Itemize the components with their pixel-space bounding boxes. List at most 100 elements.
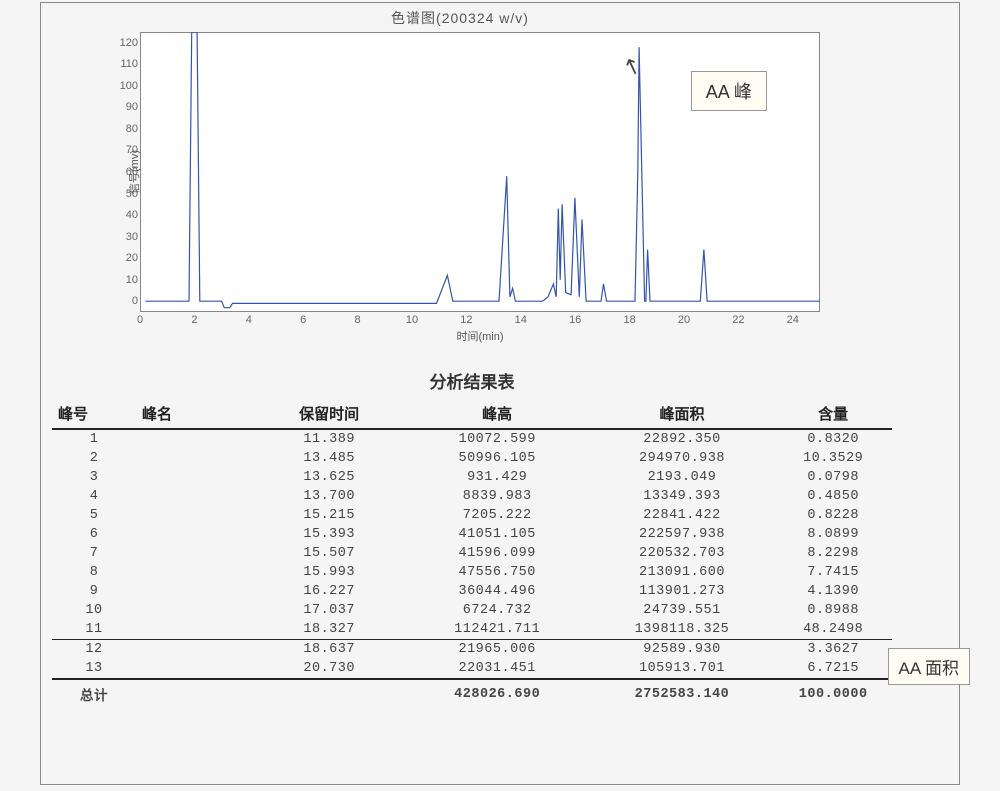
y-tick: 10 [126,274,138,286]
table-cell: 7 [52,544,136,563]
table-cell: 22892.350 [590,429,775,449]
table-cell: 11 [52,620,136,640]
table-cell: 0.0798 [774,468,892,487]
table-cell: 7.7415 [774,563,892,582]
table-cell: 6724.732 [405,601,590,620]
table-cell: 294970.938 [590,449,775,468]
table-cell: 2193.049 [590,468,775,487]
table-cell: 428026.690 [405,679,590,706]
table-row: 111.38910072.59922892.3500.8320 [52,429,892,449]
y-tick: 0 [132,295,138,307]
area-label-aa: AA 面积 [888,648,970,685]
x-tick: 18 [623,314,635,326]
table-cell [136,679,254,706]
table-cell [136,620,254,640]
table-cell: 220532.703 [590,544,775,563]
table-cell [136,582,254,601]
y-tick: 110 [120,58,138,70]
x-tick: 6 [300,314,306,326]
table-cell: 0.8988 [774,601,892,620]
chromatogram-panel: 色谱图(200324 w/v) 010203040506070809010011… [100,8,820,323]
table-cell [136,449,254,468]
table-cell: 20.730 [254,659,405,679]
table-cell [136,487,254,506]
table-cell: 7205.222 [405,506,590,525]
table-cell: 15.393 [254,525,405,544]
table-cell: 22841.422 [590,506,775,525]
table-cell: 10 [52,601,136,620]
y-tick: 90 [126,101,138,113]
table-cell: 36044.496 [405,582,590,601]
table-header-cell: 峰号 [52,399,136,429]
table-cell: 50996.105 [405,449,590,468]
table-cell: 10.3529 [774,449,892,468]
table-cell [136,525,254,544]
table-cell: 48.2498 [774,620,892,640]
table-cell: 112421.711 [405,620,590,640]
table-row: 1017.0376724.73224739.5510.8988 [52,601,892,620]
table-cell: 2752583.140 [590,679,775,706]
table-cell: 22031.451 [405,659,590,679]
table-cell: 222597.938 [590,525,775,544]
x-tick: 0 [137,314,143,326]
table-cell: 12 [52,640,136,660]
table-cell: 6.7215 [774,659,892,679]
table-cell: 16.227 [254,582,405,601]
table-header-cell: 含量 [774,399,892,429]
y-tick: 120 [120,37,138,49]
table-cell: 13.625 [254,468,405,487]
table-cell [136,429,254,449]
table-cell: 3 [52,468,136,487]
y-tick: 40 [126,209,138,221]
table-cell: 18.637 [254,640,405,660]
chart-plot-area: 0102030405060708090100110120 信号(mv) 0246… [140,32,820,312]
table-cell: 5 [52,506,136,525]
x-tick: 14 [515,314,527,326]
table-cell: 3.3627 [774,640,892,660]
table-cell: 113901.273 [590,582,775,601]
x-tick: 20 [678,314,690,326]
table-cell: 0.4850 [774,487,892,506]
y-tick: 30 [126,231,138,243]
table-row: 1118.327112421.7111398118.32548.2498 [52,620,892,640]
table-cell: 47556.750 [405,563,590,582]
table-cell [254,679,405,706]
table-row: 213.48550996.105294970.93810.3529 [52,449,892,468]
table-title: 分析结果表 [52,368,892,393]
table-cell: 8 [52,563,136,582]
table-row: 413.7008839.98313349.3930.4850 [52,487,892,506]
table-row: 5 15.2157205.22222841.4220.8228 [52,506,892,525]
table-cell: 931.429 [405,468,590,487]
table-row: 3 13.625931.4292193.0490.0798 [52,468,892,487]
table-cell: 8.2298 [774,544,892,563]
table-cell: 1 [52,429,136,449]
table-cell [136,468,254,487]
x-tick: 12 [460,314,472,326]
table-header-cell: 保留时间 [254,399,405,429]
table-row: 1218.63721965.00692589.9303.3627 [52,640,892,660]
table-cell: 213091.600 [590,563,775,582]
table-header-cell: 峰面积 [590,399,775,429]
table-row: 总计428026.6902752583.140100.0000 [52,679,892,706]
table-cell: 0.8228 [774,506,892,525]
table-header-row: 峰号峰名保留时间峰高峰面积含量 [52,399,892,429]
table-cell [136,506,254,525]
table-body: 111.38910072.59922892.3500.8320213.48550… [52,429,892,706]
y-tick: 100 [120,80,138,92]
y-tick: 80 [126,123,138,135]
table-cell: 15.507 [254,544,405,563]
table-cell: 0.8320 [774,429,892,449]
table-cell: 2 [52,449,136,468]
x-tick: 8 [355,314,361,326]
table-row: 916.22736044.496113901.2734.1390 [52,582,892,601]
table-cell: 8839.983 [405,487,590,506]
table-cell: 41051.105 [405,525,590,544]
x-tick: 10 [406,314,418,326]
table-cell: 8.0899 [774,525,892,544]
table-cell: 13.700 [254,487,405,506]
table-cell: 15.215 [254,506,405,525]
x-tick: 4 [246,314,252,326]
table-header-cell: 峰高 [405,399,590,429]
table-row: 715.50741596.099220532.7038.2298 [52,544,892,563]
table-cell: 11.389 [254,429,405,449]
